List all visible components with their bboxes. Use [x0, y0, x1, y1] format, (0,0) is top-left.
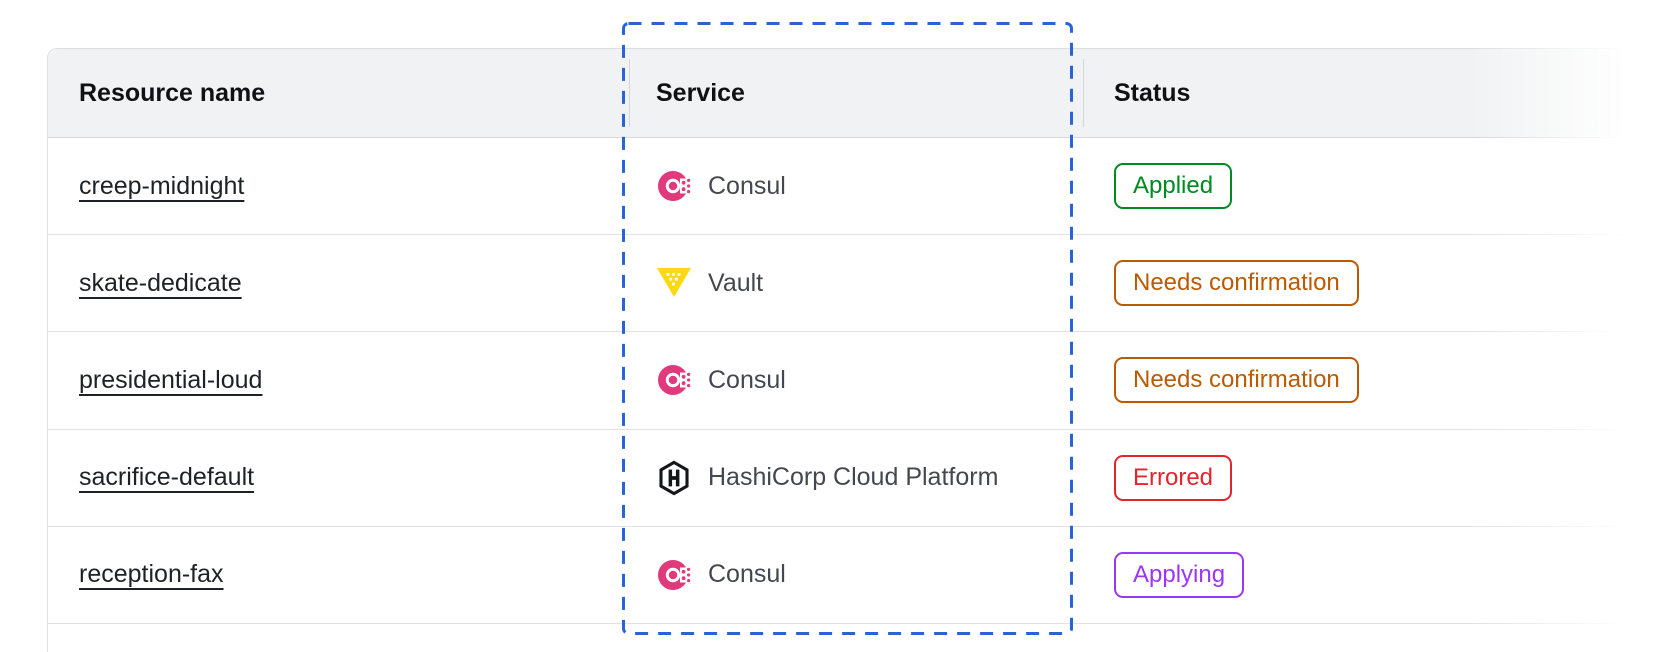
- table-body: creep-midnight Consul Applied skate-dedi…: [48, 138, 1638, 624]
- service-name: Vault: [708, 268, 764, 297]
- column-header-status: Status: [1114, 78, 1191, 107]
- header-separator: [629, 59, 630, 127]
- header-separator: [1083, 59, 1084, 127]
- resource-cell: creep-midnight: [79, 138, 244, 234]
- table-row: creep-midnight Consul Applied: [48, 138, 1638, 236]
- service-cell: Consul: [656, 527, 786, 623]
- service-cell: Consul: [656, 332, 786, 428]
- resource-cell: reception-fax: [79, 527, 224, 623]
- header-separator: [1617, 59, 1618, 127]
- table-header: Resource name Service Status: [48, 49, 1638, 138]
- resource-link[interactable]: skate-dedicate: [79, 268, 242, 297]
- table-row: reception-fax Consul Applying: [48, 527, 1638, 624]
- service-cell: Vault: [656, 235, 763, 331]
- resource-link[interactable]: sacrifice-default: [79, 463, 255, 492]
- table-row: presidential-loud Consul Needs confirmat…: [48, 332, 1638, 430]
- column-header-service: Service: [656, 78, 745, 107]
- status-badge: Needs confirmation: [1114, 357, 1359, 404]
- table-row: skate-dedicate Vault Needs confirmation: [48, 235, 1638, 333]
- consul-icon: [656, 362, 692, 398]
- resource-link[interactable]: reception-fax: [79, 560, 224, 589]
- consul-icon: [656, 168, 692, 204]
- status-badge: Errored: [1114, 454, 1233, 501]
- resource-cell: presidential-loud: [79, 332, 262, 428]
- status-cell: Errored: [1114, 430, 1233, 526]
- service-cell: HashiCorp Cloud Platform: [656, 430, 998, 526]
- resource-link[interactable]: creep-midnight: [79, 171, 245, 200]
- resources-table: Resource name Service Status creep-midni…: [47, 48, 1639, 652]
- consul-icon: [656, 557, 692, 593]
- column-header-resource-name: Resource name: [79, 78, 266, 107]
- status-badge: Applying: [1114, 551, 1245, 598]
- service-name: Consul: [708, 171, 786, 200]
- service-name: Consul: [708, 365, 786, 394]
- status-cell: Needs confirmation: [1114, 332, 1359, 428]
- vault-icon: [656, 265, 692, 301]
- service-name: Consul: [708, 560, 786, 589]
- status-cell: Applied: [1114, 138, 1233, 234]
- resource-cell: skate-dedicate: [79, 235, 242, 331]
- status-cell: Needs confirmation: [1114, 235, 1359, 331]
- status-cell: Applying: [1114, 527, 1245, 623]
- resource-link[interactable]: presidential-loud: [79, 365, 263, 394]
- resource-cell: sacrifice-default: [79, 430, 254, 526]
- table-row-partial: [48, 624, 1638, 652]
- table-row: sacrifice-default HashiCorp Cloud Platfo…: [48, 430, 1638, 527]
- hcp-icon: [656, 460, 692, 496]
- status-badge: Needs confirmation: [1114, 260, 1359, 307]
- status-badge: Applied: [1114, 163, 1233, 210]
- service-cell: Consul: [656, 138, 786, 234]
- service-name: HashiCorp Cloud Platform: [708, 463, 999, 492]
